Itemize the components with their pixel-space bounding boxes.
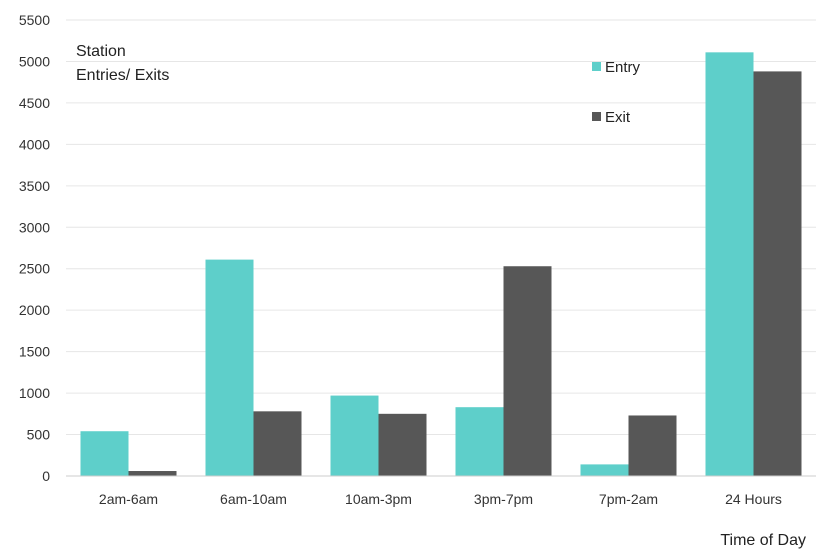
y-axis-title-line-2: Entries/ Exits — [76, 67, 169, 84]
legend: Entry Exit — [592, 59, 641, 126]
x-axis-ticks: 2am-6am 6am-10am 10am-3pm 3pm-7pm 7pm-2am 24 … — [99, 491, 782, 507]
bar-exit-10am-3pm — [378, 413, 427, 476]
bar-entry-6am-10am — [205, 259, 254, 476]
bar-entry-2am-6am — [80, 431, 129, 476]
bar-entry-3pm-7pm — [455, 407, 504, 476]
x-tick-label: 6am-10am — [220, 491, 287, 507]
x-axis-title: Time of Day — [720, 532, 806, 549]
y-tick-label: 500 — [27, 427, 51, 443]
bar-exit-7pm-2am — [628, 415, 677, 476]
y-tick-label: 3000 — [19, 219, 50, 235]
legend-label-entry: Entry — [605, 59, 641, 76]
y-tick-label: 1000 — [19, 385, 50, 401]
y-tick-label: 1500 — [19, 344, 50, 360]
bar-exit-3pm-7pm — [503, 266, 552, 476]
y-tick-label: 2500 — [19, 261, 50, 277]
bar-entry-10am-3pm — [330, 395, 379, 476]
y-tick-label: 0 — [42, 468, 50, 484]
x-tick-label: 10am-3pm — [345, 491, 412, 507]
x-tick-label: 3pm-7pm — [474, 491, 533, 507]
gridlines — [66, 19, 816, 436]
y-axis-ticks: 0 500 1000 1500 2000 2500 3000 3500 4000 4500 5000… — [19, 12, 50, 484]
y-tick-label: 5000 — [19, 53, 50, 69]
bars — [80, 52, 802, 477]
bar-exit-24-hours — [753, 71, 802, 477]
y-tick-label: 4000 — [19, 136, 50, 152]
x-tick-label: 7pm-2am — [599, 491, 658, 507]
bar-exit-2am-6am — [128, 471, 177, 476]
legend-swatch-exit — [592, 112, 601, 121]
bar-entry-24-hours — [705, 52, 754, 477]
y-axis-title-line-1: Station — [76, 43, 126, 60]
y-tick-label: 5500 — [19, 12, 50, 28]
y-tick-label: 3500 — [19, 178, 50, 194]
bar-exit-6am-10am — [253, 411, 302, 476]
legend-label-exit: Exit — [605, 109, 631, 126]
x-tick-label: 2am-6am — [99, 491, 158, 507]
x-tick-label: 24 Hours — [725, 491, 782, 507]
legend-swatch-entry — [592, 62, 601, 71]
y-tick-label: 2000 — [19, 302, 50, 318]
y-tick-label: 4500 — [19, 95, 50, 111]
bar-entry-7pm-2am — [580, 464, 629, 476]
